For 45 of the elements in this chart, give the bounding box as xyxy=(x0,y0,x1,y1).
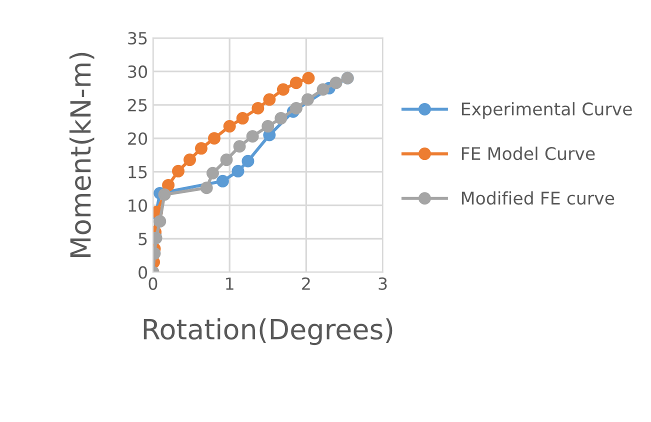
legend-label: Modified FE curve xyxy=(462,191,614,205)
point xyxy=(330,76,342,90)
point xyxy=(206,166,219,180)
y-tick-label: 25 xyxy=(128,98,147,112)
point xyxy=(302,72,315,84)
point xyxy=(233,140,246,153)
point xyxy=(301,93,314,106)
point xyxy=(262,120,274,133)
legend-label: Experimental Curve xyxy=(462,102,632,119)
y-tick-label: 35 xyxy=(128,32,147,45)
point xyxy=(216,174,229,188)
x-tick-label: 0 xyxy=(148,277,158,290)
x-tick-label: 1 xyxy=(226,278,234,290)
point xyxy=(154,215,166,228)
point xyxy=(172,164,185,178)
y-tick-label: 10 xyxy=(128,199,148,212)
y-tick-label: 0 xyxy=(138,266,148,279)
point xyxy=(316,83,330,96)
point xyxy=(162,178,175,192)
y-tick-label: 30 xyxy=(128,65,148,78)
point xyxy=(274,112,288,125)
point xyxy=(290,76,302,90)
point xyxy=(232,164,244,178)
x-tick-label: 2 xyxy=(302,277,310,290)
point xyxy=(220,154,233,166)
y-tick-label: 5 xyxy=(138,232,147,246)
point xyxy=(290,102,302,114)
legend-label: FE Model Curve xyxy=(462,146,595,160)
point xyxy=(246,130,259,143)
point xyxy=(263,93,276,106)
y-tick-label: 15 xyxy=(128,166,147,178)
point xyxy=(242,154,254,168)
point xyxy=(200,182,213,194)
point xyxy=(223,120,236,133)
point xyxy=(252,102,264,114)
point xyxy=(158,188,171,201)
point xyxy=(208,132,221,145)
point xyxy=(194,142,208,155)
point xyxy=(184,154,196,166)
x-tick-label: 3 xyxy=(378,277,387,290)
point xyxy=(236,112,249,125)
point xyxy=(276,83,290,96)
x-axis-title: Rotation(Degrees) xyxy=(144,318,392,346)
y-tick-label: 20 xyxy=(128,132,148,145)
y-axis-title: Moment(kN-m) xyxy=(69,52,94,257)
